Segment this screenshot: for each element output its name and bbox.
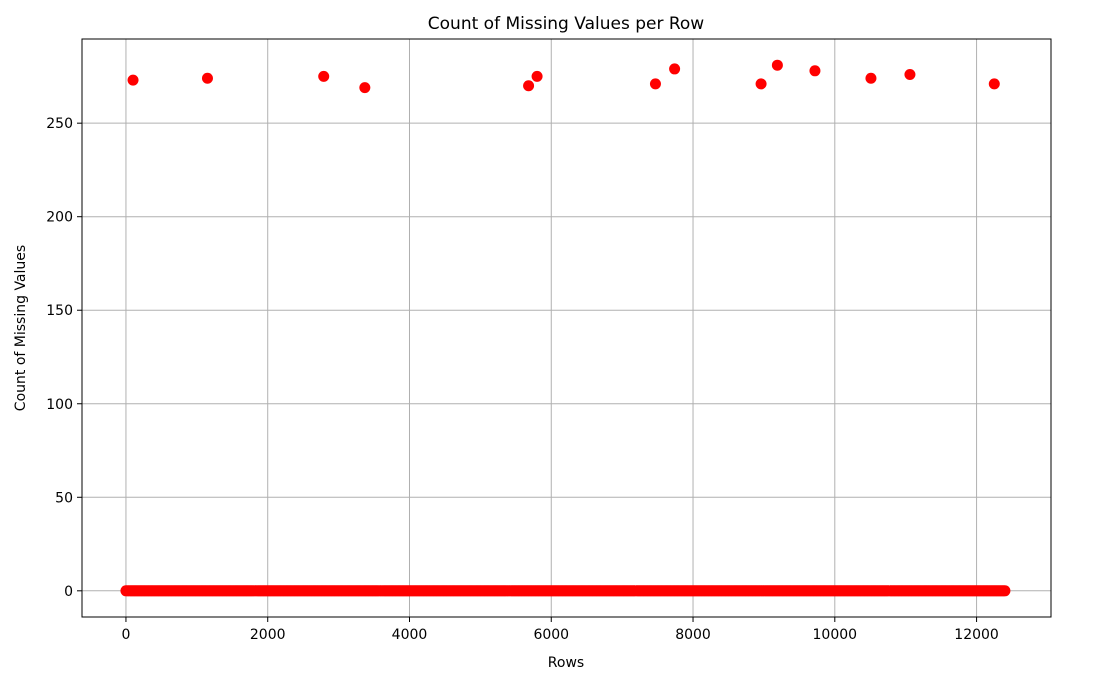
grid-lines — [82, 39, 1051, 617]
outlier-point — [809, 65, 821, 77]
x-tick-label: 4000 — [392, 627, 428, 643]
y-tick-label: 200 — [46, 210, 73, 226]
x-tick-label: 12000 — [954, 627, 999, 643]
plot-area-frame — [81, 38, 1052, 618]
x-axis-ticks: 0 2000 4000 6000 8000 10000 12000 — [121, 617, 999, 643]
outlier-point — [988, 78, 1000, 90]
y-axis-ticks: 0 50 100 150 200 250 — [46, 116, 82, 600]
y-tick-label: 250 — [46, 116, 73, 132]
outlier-point — [669, 63, 681, 75]
outlier-point — [523, 80, 535, 92]
outlier-point — [865, 72, 877, 84]
outlier-point — [649, 78, 661, 90]
outlier-point — [904, 69, 916, 81]
x-axis-label: Rows — [548, 655, 584, 671]
outlier-point — [771, 59, 783, 71]
baseline-points — [120, 585, 1011, 597]
x-tick-label: 0 — [121, 627, 130, 643]
y-tick-label: 0 — [64, 584, 73, 600]
x-tick-label: 6000 — [533, 627, 569, 643]
x-tick-label: 10000 — [813, 627, 858, 643]
y-tick-label: 50 — [55, 490, 73, 506]
baseline-point — [999, 585, 1011, 597]
chart-title: Count of Missing Values per Row — [428, 14, 705, 34]
outlier-point — [201, 72, 213, 84]
outlier-point — [359, 82, 371, 94]
x-tick-label: 8000 — [675, 627, 711, 643]
y-tick-label: 100 — [46, 397, 73, 413]
outlier-points — [127, 59, 1000, 94]
outlier-point — [127, 74, 139, 86]
y-tick-label: 150 — [46, 303, 73, 319]
y-axis-label: Count of Missing Values — [13, 245, 29, 411]
x-tick-label: 2000 — [250, 627, 286, 643]
outlier-point — [318, 70, 330, 82]
outlier-point — [755, 78, 767, 90]
outlier-point — [531, 70, 543, 82]
